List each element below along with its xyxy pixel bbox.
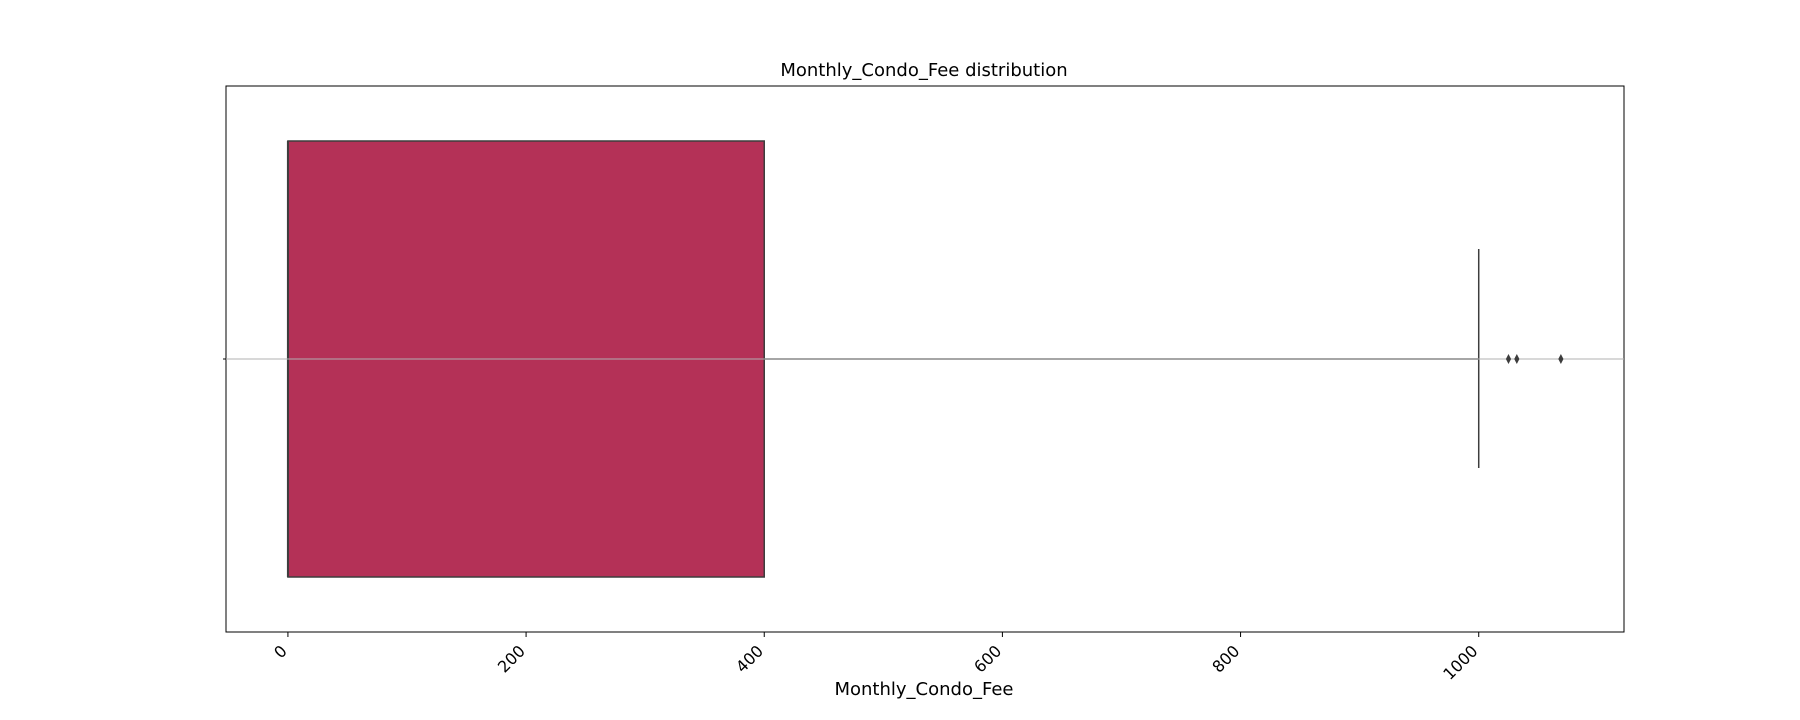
- x-axis-label: Monthly_Condo_Fee: [834, 679, 1013, 700]
- x-tick-label: 400: [732, 641, 767, 676]
- plot-area: [223, 85, 1625, 633]
- x-tick-label: 1000: [1439, 641, 1481, 683]
- x-tick-label: 800: [1208, 641, 1243, 676]
- chart-title: Monthly_Condo_Fee distribution: [780, 60, 1067, 81]
- x-axis-ticks: 0 200 400 600 800 1000: [270, 632, 1482, 684]
- outlier-point: [1558, 354, 1564, 364]
- outlier-point: [1514, 354, 1520, 364]
- x-tick-label: 200: [494, 641, 529, 676]
- outlier-point: [1505, 354, 1512, 364]
- x-tick-label: 0: [270, 641, 291, 662]
- x-tick-label: 600: [970, 641, 1005, 676]
